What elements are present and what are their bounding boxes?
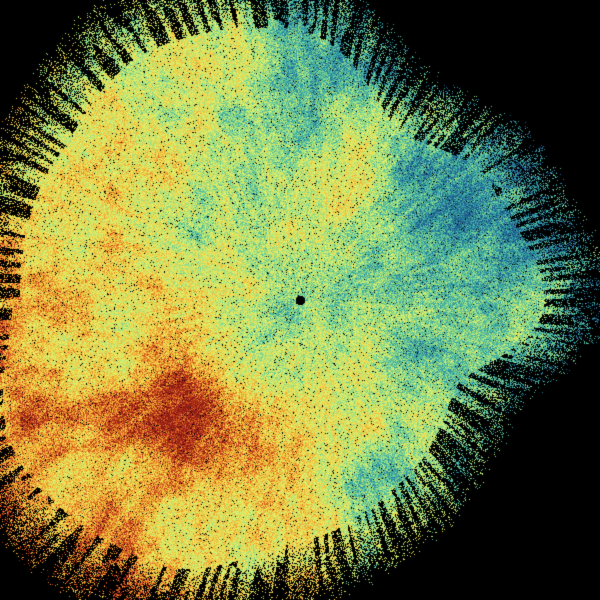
radar-scan-image bbox=[0, 0, 600, 600]
